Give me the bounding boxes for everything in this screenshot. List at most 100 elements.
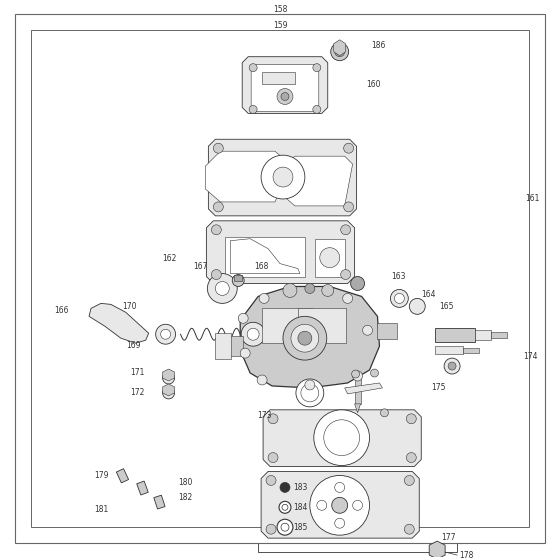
Circle shape	[407, 452, 416, 463]
Circle shape	[380, 409, 389, 417]
Polygon shape	[261, 472, 419, 538]
Polygon shape	[116, 469, 129, 483]
Polygon shape	[154, 495, 165, 509]
Text: 180: 180	[179, 478, 193, 487]
Circle shape	[249, 105, 257, 113]
Circle shape	[216, 282, 229, 296]
Bar	[399, 169, 514, 333]
Circle shape	[351, 277, 365, 291]
Text: 184: 184	[293, 503, 307, 512]
Circle shape	[305, 283, 315, 293]
Bar	[228, 336, 243, 356]
Text: 165: 165	[439, 302, 454, 311]
Circle shape	[394, 293, 404, 304]
Circle shape	[282, 505, 288, 510]
Circle shape	[156, 324, 175, 344]
Text: 178: 178	[459, 550, 473, 559]
Circle shape	[268, 414, 278, 424]
Bar	[290, 368, 449, 478]
Bar	[216, 333, 231, 359]
Circle shape	[213, 202, 223, 212]
Text: 169: 169	[126, 340, 141, 349]
Circle shape	[313, 64, 321, 72]
Circle shape	[331, 43, 349, 60]
Circle shape	[335, 482, 344, 492]
Circle shape	[257, 375, 267, 385]
Text: 160: 160	[367, 80, 381, 89]
Circle shape	[162, 372, 175, 384]
Bar	[198, 127, 372, 287]
Circle shape	[409, 298, 425, 314]
Text: 172: 172	[130, 389, 144, 398]
Text: 168: 168	[254, 262, 268, 271]
Circle shape	[211, 225, 221, 235]
Polygon shape	[206, 151, 290, 202]
Circle shape	[280, 482, 290, 492]
Circle shape	[213, 143, 223, 153]
Circle shape	[266, 524, 276, 534]
Circle shape	[232, 274, 244, 287]
Polygon shape	[162, 384, 175, 396]
Bar	[475, 330, 491, 340]
Bar	[258, 398, 457, 552]
Polygon shape	[429, 541, 445, 559]
Circle shape	[281, 523, 289, 531]
Text: 170: 170	[122, 302, 137, 311]
Polygon shape	[207, 221, 354, 283]
Circle shape	[310, 475, 370, 535]
Circle shape	[448, 362, 456, 370]
Polygon shape	[263, 410, 421, 466]
Polygon shape	[162, 369, 175, 381]
Text: 174: 174	[522, 352, 537, 361]
Text: 177: 177	[441, 533, 456, 542]
Bar	[377, 323, 398, 339]
Polygon shape	[137, 481, 148, 495]
Circle shape	[352, 370, 360, 378]
Circle shape	[273, 167, 293, 187]
Text: 175: 175	[431, 384, 446, 393]
Bar	[463, 348, 479, 353]
Circle shape	[317, 500, 326, 510]
Circle shape	[390, 290, 408, 307]
Circle shape	[344, 202, 353, 212]
Text: 185: 185	[293, 522, 307, 531]
Polygon shape	[234, 274, 242, 281]
Circle shape	[322, 284, 334, 296]
Circle shape	[207, 273, 237, 304]
Circle shape	[249, 64, 257, 72]
Polygon shape	[89, 304, 149, 343]
Circle shape	[407, 414, 416, 424]
Circle shape	[283, 316, 326, 360]
Circle shape	[444, 358, 460, 374]
Text: 183: 183	[293, 483, 307, 492]
Circle shape	[343, 293, 353, 304]
Circle shape	[320, 248, 340, 268]
Bar	[31, 30, 529, 527]
Text: 163: 163	[391, 272, 406, 281]
Bar	[427, 316, 519, 391]
Circle shape	[301, 384, 319, 402]
Polygon shape	[334, 40, 346, 55]
Circle shape	[259, 293, 269, 304]
Circle shape	[268, 452, 278, 463]
Circle shape	[261, 155, 305, 199]
Circle shape	[296, 379, 324, 407]
Circle shape	[404, 524, 414, 534]
Polygon shape	[242, 57, 328, 113]
Text: 173: 173	[258, 411, 272, 421]
Bar	[435, 346, 463, 354]
Circle shape	[313, 105, 321, 113]
Circle shape	[298, 331, 312, 345]
Circle shape	[404, 475, 414, 486]
Circle shape	[335, 46, 344, 57]
Bar	[435, 328, 475, 342]
Text: 186: 186	[371, 41, 386, 50]
Circle shape	[281, 92, 289, 100]
Circle shape	[162, 387, 175, 399]
Circle shape	[340, 225, 351, 235]
Circle shape	[332, 497, 348, 514]
Circle shape	[305, 380, 315, 390]
Circle shape	[353, 371, 362, 381]
Circle shape	[314, 410, 370, 465]
Circle shape	[353, 500, 362, 510]
